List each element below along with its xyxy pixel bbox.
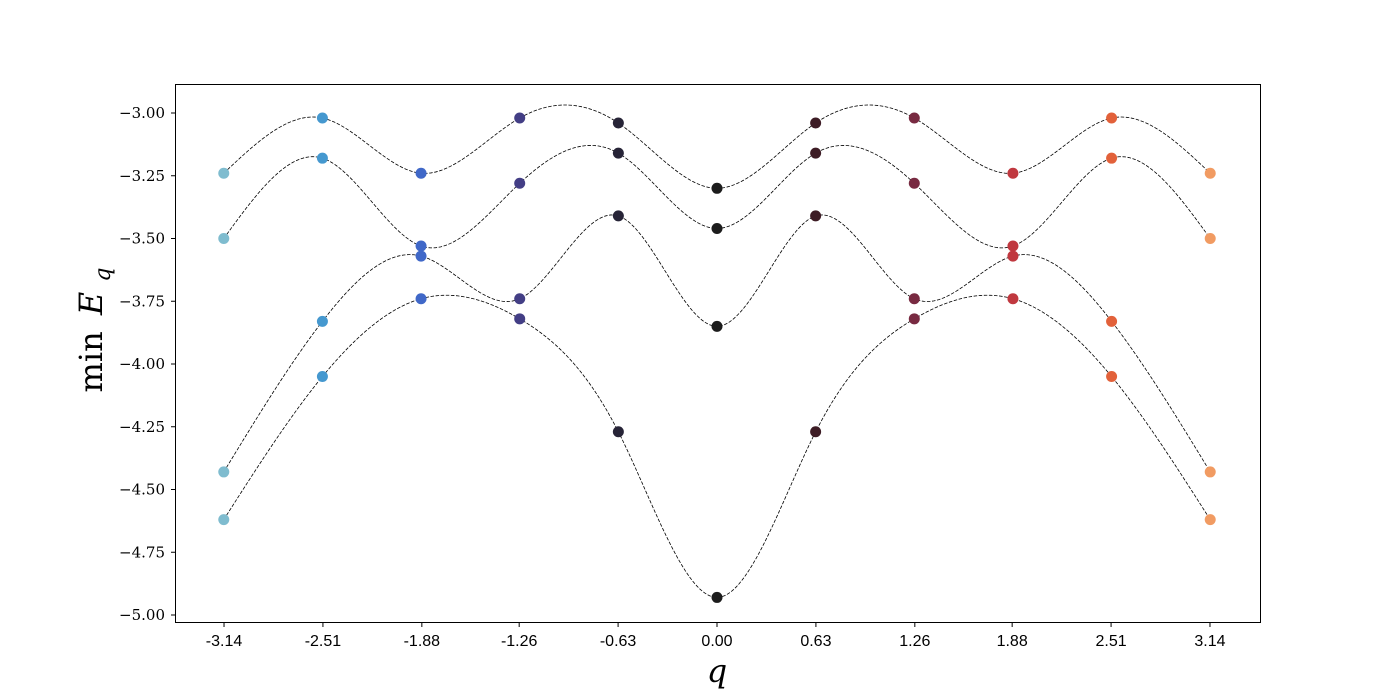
y-tick-label: −3.50 <box>119 230 165 248</box>
x-tick-label: -1.88 <box>404 633 441 650</box>
data-point <box>316 371 328 383</box>
x-axis-ticks: -3.14 -2.51 -1.88 -1.26 -0.63 0.00 0.63 1.26 1.8… <box>206 622 1226 650</box>
y-tick-label: −3.00 <box>119 104 165 122</box>
data-point <box>514 177 526 189</box>
data-point <box>1007 240 1019 252</box>
x-tick-label: -2.51 <box>305 633 342 650</box>
curve-band-1 <box>223 104 1211 189</box>
data-point <box>1204 514 1216 526</box>
data-point <box>1204 167 1216 179</box>
x-tick-label: 3.14 <box>1194 633 1225 650</box>
data-point <box>218 466 230 478</box>
y-tick-label: −3.75 <box>119 292 165 310</box>
data-point <box>810 426 822 438</box>
data-point <box>810 147 822 159</box>
data-point <box>908 313 920 325</box>
data-point <box>514 112 526 124</box>
x-tick-label: 2.51 <box>1095 633 1126 650</box>
data-point <box>1106 371 1118 383</box>
data-point <box>1106 152 1118 164</box>
x-tick-label: 1.88 <box>997 633 1028 650</box>
y-axis-ticks: −3.00 −3.25 −3.50 −3.75 −4.00 −4.25 −4.50 −4.75… <box>119 104 176 624</box>
y-tick-label: −4.50 <box>119 481 165 499</box>
x-tick-label: -0.63 <box>600 633 637 650</box>
data-point <box>612 210 624 222</box>
data-point <box>1106 112 1118 124</box>
data-point <box>908 293 920 305</box>
data-points <box>218 112 1216 603</box>
data-point <box>415 293 427 305</box>
data-point <box>1204 466 1216 478</box>
data-point <box>908 112 920 124</box>
interpolated-curves <box>223 104 1211 598</box>
data-point <box>218 233 230 244</box>
data-point <box>415 250 427 262</box>
data-point <box>612 147 624 159</box>
data-point <box>316 315 328 327</box>
y-tick-label: −5.00 <box>119 606 165 624</box>
data-point <box>1007 167 1019 179</box>
plot-frame <box>175 84 1261 623</box>
y-tick-label: −4.00 <box>119 355 165 373</box>
data-point <box>218 167 230 179</box>
data-point <box>1007 293 1019 305</box>
y-axis-label: min E q <box>72 268 116 393</box>
y-axis-label-sub: q <box>91 268 116 282</box>
data-point <box>1007 250 1019 262</box>
y-axis-label-var: E <box>72 292 110 316</box>
svg-text:min E q: min E q <box>72 268 116 393</box>
y-axis-label-min: min <box>72 331 110 392</box>
data-point <box>514 313 526 325</box>
data-point <box>711 222 723 234</box>
x-tick-label: 0.00 <box>701 633 732 650</box>
y-tick-label: −4.75 <box>119 543 165 561</box>
x-tick-label: -3.14 <box>206 633 243 650</box>
data-point <box>612 117 624 129</box>
data-point <box>218 514 230 526</box>
x-tick-label: -1.26 <box>501 633 538 650</box>
data-point <box>316 112 328 124</box>
data-point <box>711 320 723 332</box>
x-axis-label: q <box>707 652 727 690</box>
x-tick-label: 1.26 <box>899 633 930 650</box>
data-point <box>810 210 822 222</box>
data-point <box>612 426 624 438</box>
y-tick-label: −4.25 <box>119 418 165 436</box>
x-tick-label: 0.63 <box>800 633 831 650</box>
curve-band-4 <box>223 294 1211 598</box>
data-point <box>908 177 920 189</box>
data-point <box>1204 233 1216 244</box>
data-point <box>415 167 427 179</box>
data-point <box>514 293 526 305</box>
data-point <box>711 591 723 603</box>
data-point <box>711 182 723 194</box>
curve-band-3 <box>223 214 1211 473</box>
data-point <box>1106 315 1118 327</box>
y-tick-label: −3.25 <box>119 167 165 185</box>
data-point <box>415 240 427 252</box>
data-point <box>810 117 822 129</box>
data-point <box>316 152 328 164</box>
